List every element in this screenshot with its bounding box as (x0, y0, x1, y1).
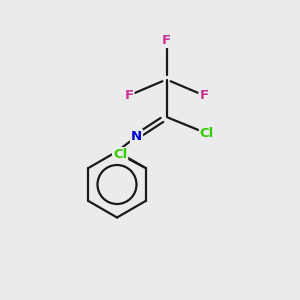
Text: F: F (162, 34, 171, 47)
Text: Cl: Cl (113, 148, 127, 161)
Text: F: F (200, 89, 208, 102)
Text: F: F (124, 89, 134, 102)
Text: N: N (131, 130, 142, 143)
Text: Cl: Cl (200, 127, 214, 140)
